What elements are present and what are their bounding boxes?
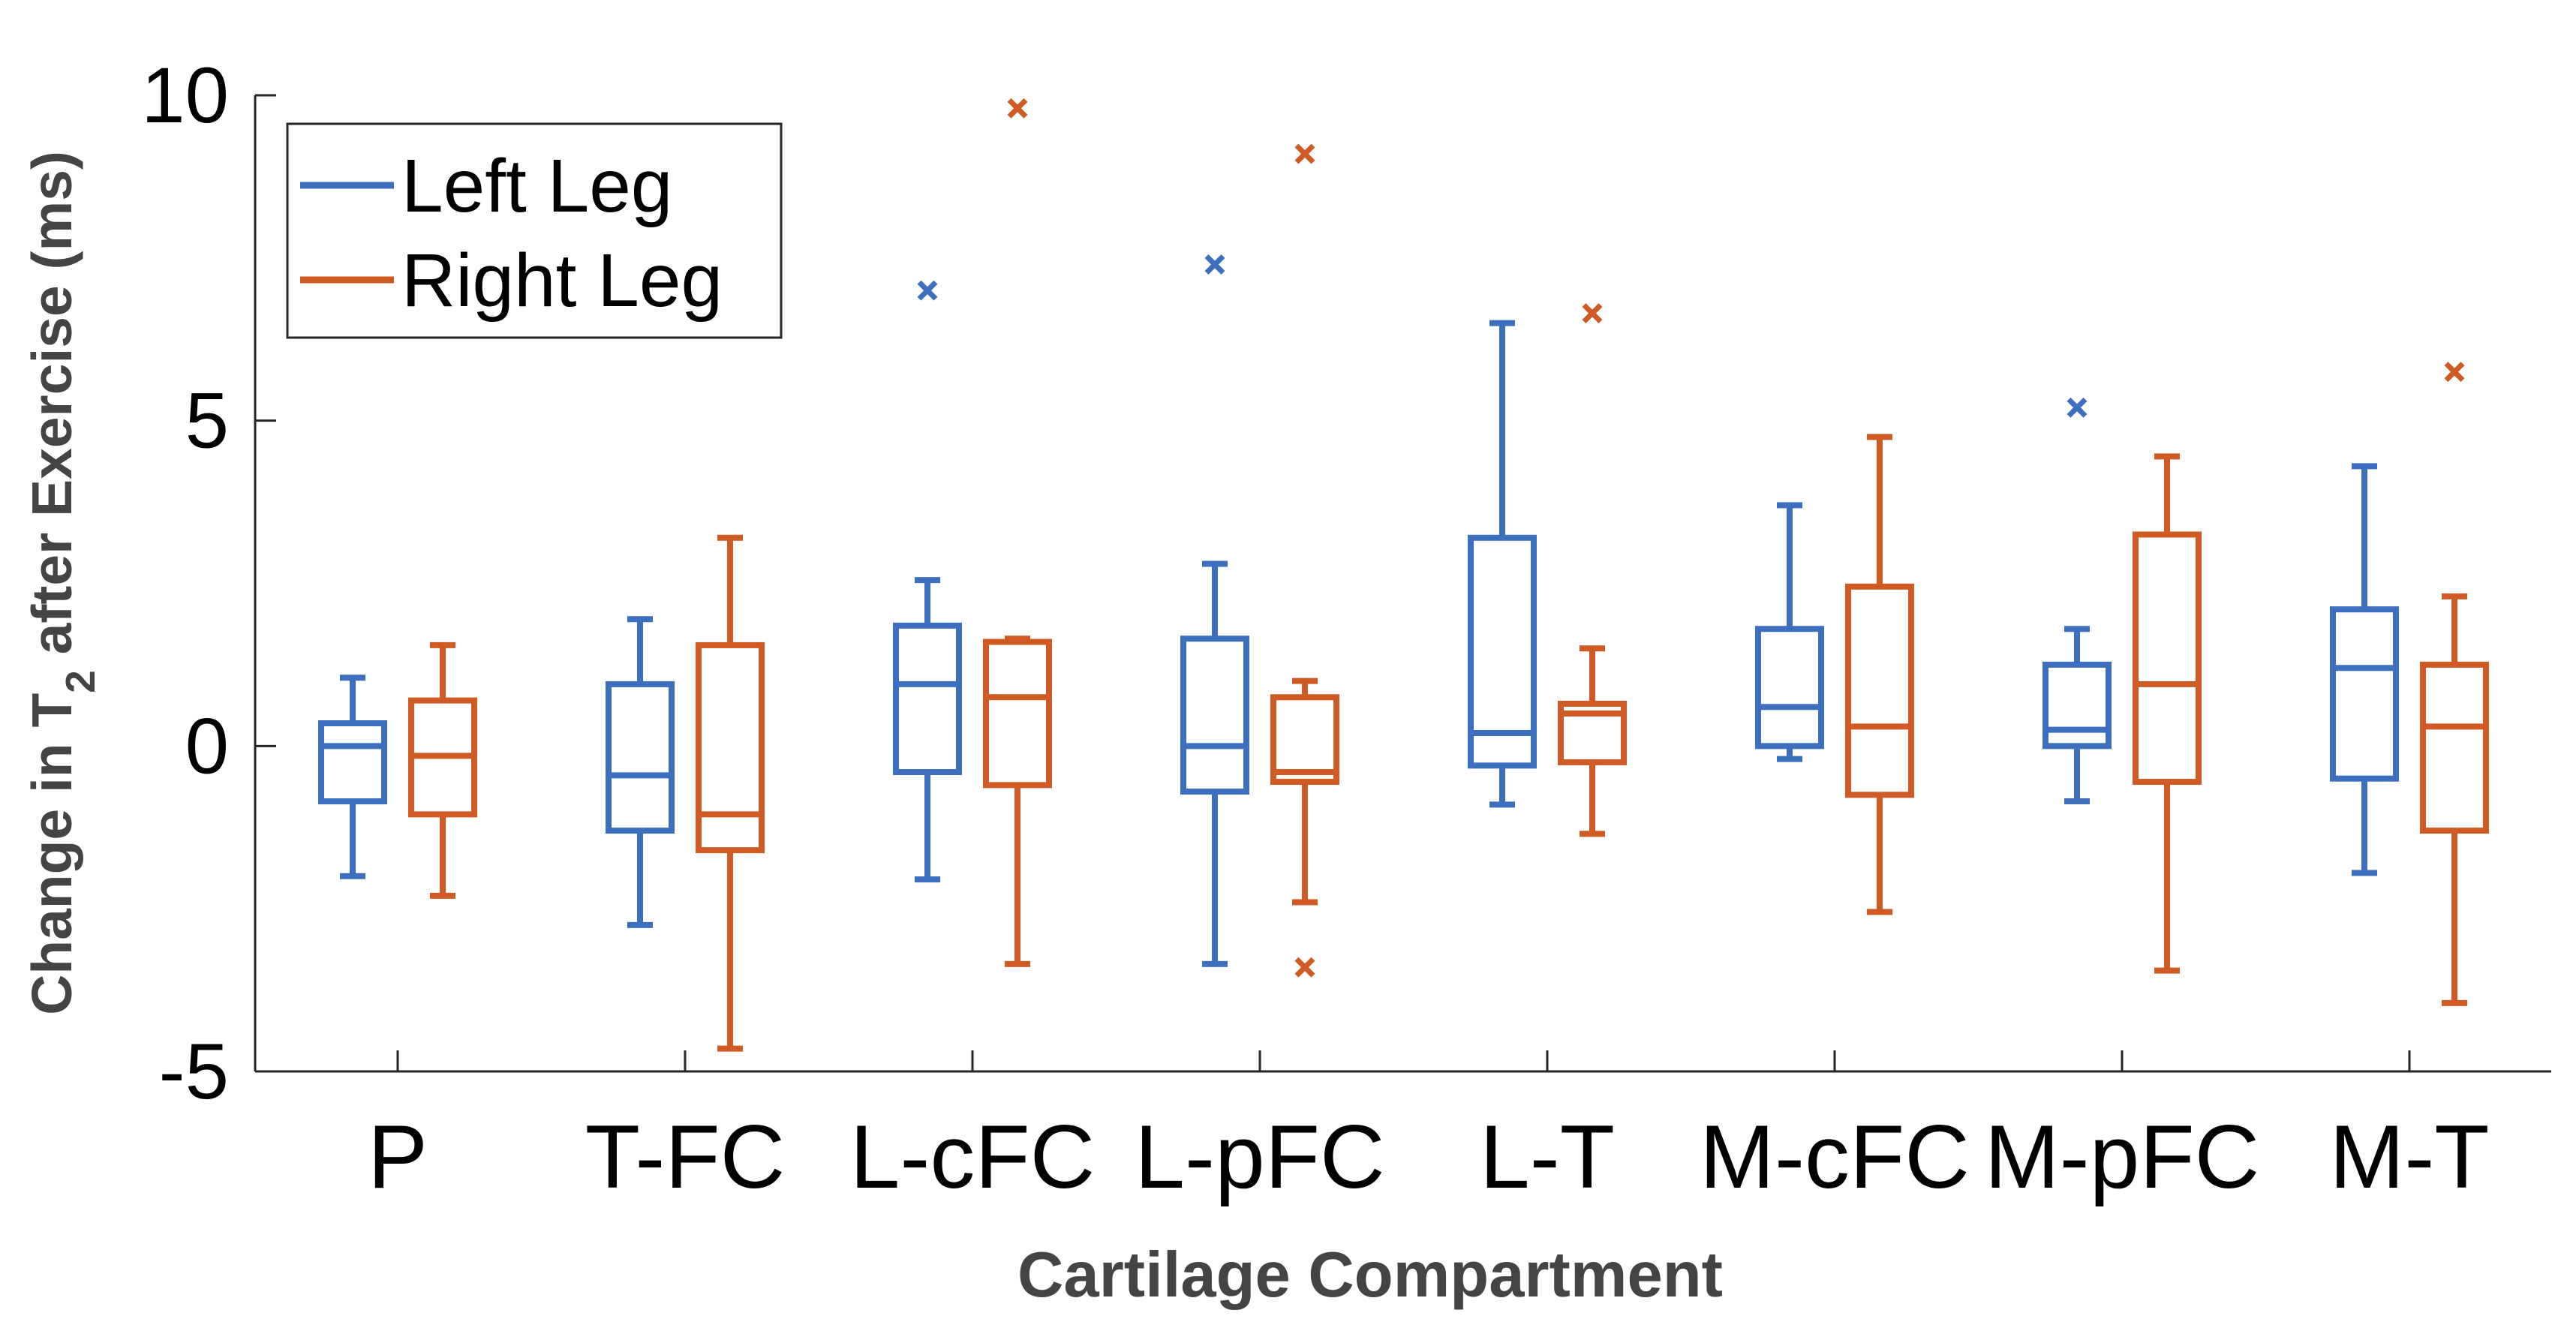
legend-label-right-leg: Right Leg xyxy=(401,239,723,323)
y-ticks: -5 0 5 10 xyxy=(141,52,276,1116)
box-iqr xyxy=(1845,583,1914,798)
box-left-leg xyxy=(893,280,962,883)
box-left-leg xyxy=(1180,254,1249,967)
box-right-leg xyxy=(408,641,477,899)
box-left-leg xyxy=(318,675,387,879)
outlier-marker xyxy=(1204,254,1225,275)
outlier-marker xyxy=(2444,362,2465,383)
y-axis-label-suffix: after Exercise (ms) xyxy=(20,151,83,670)
axes xyxy=(254,95,2551,1073)
outlier-marker xyxy=(1294,143,1315,164)
x-ticks: P T-FC L-cFC L-pFC L-T M-cFC M-pFC M-T xyxy=(368,1050,2490,1207)
box-left-leg xyxy=(606,616,675,928)
box-iqr xyxy=(2042,661,2112,750)
x-tick-label: L-cFC xyxy=(850,1107,1096,1207)
y-axis-label: Change in T2 after Exercise (ms) xyxy=(20,151,104,1015)
box-right-leg xyxy=(1558,303,1627,837)
x-tick-label: M-pFC xyxy=(1985,1107,2260,1207)
y-tick-label: -5 xyxy=(159,1028,229,1116)
x-tick-label: L-T xyxy=(1480,1107,1615,1207)
box-iqr xyxy=(1468,534,1537,769)
y-tick-label: 10 xyxy=(141,52,229,140)
box-left-leg xyxy=(2330,463,2399,876)
box-iqr xyxy=(1558,700,1627,766)
outlier-marker xyxy=(1582,303,1603,324)
box-right-leg xyxy=(2133,453,2202,974)
outlier-marker xyxy=(1007,98,1028,119)
box-iqr xyxy=(893,622,962,776)
outlier-marker xyxy=(2067,397,2088,418)
box-iqr xyxy=(1270,694,1339,786)
box-left-leg xyxy=(2042,397,2112,805)
legend-box xyxy=(286,122,783,339)
x-tick-label: P xyxy=(368,1107,428,1207)
y-tick-label: 5 xyxy=(185,377,229,465)
outlier-marker xyxy=(1294,957,1315,978)
box-left-leg xyxy=(1755,502,1824,762)
x-tick-label: M-T xyxy=(2329,1107,2489,1207)
box-right-leg xyxy=(983,98,1052,967)
box-iqr xyxy=(2420,661,2489,834)
x-tick-label: M-cFC xyxy=(1700,1107,1970,1207)
y-axis-label-prefix: Change in T xyxy=(20,693,83,1015)
box-iqr xyxy=(983,638,1052,789)
box-iqr xyxy=(2133,531,2202,786)
box-iqr xyxy=(1755,626,1824,750)
y-axis-label-subscript: 2 xyxy=(57,670,104,693)
x-tick-label: T-FC xyxy=(585,1107,786,1207)
box-left-leg xyxy=(1468,320,1537,808)
y-tick-label: 0 xyxy=(185,702,229,790)
box-iqr xyxy=(318,720,387,805)
legend-label-left-leg: Left Leg xyxy=(401,144,672,228)
box-iqr xyxy=(696,641,765,854)
outlier-marker xyxy=(917,280,938,301)
box-right-leg xyxy=(2420,362,2489,1006)
box-right-leg xyxy=(1270,143,1339,978)
box-right-leg xyxy=(696,534,765,1052)
box-right-leg xyxy=(1845,434,1914,915)
x-tick-label: L-pFC xyxy=(1135,1107,1384,1207)
box-iqr xyxy=(606,681,675,834)
box-iqr xyxy=(1180,635,1249,795)
legend: Left Leg Right Leg xyxy=(286,122,783,339)
box-plots xyxy=(318,98,2489,1052)
x-axis-label: Cartilage Compartment xyxy=(1017,1239,1723,1311)
box-iqr xyxy=(2330,606,2399,782)
